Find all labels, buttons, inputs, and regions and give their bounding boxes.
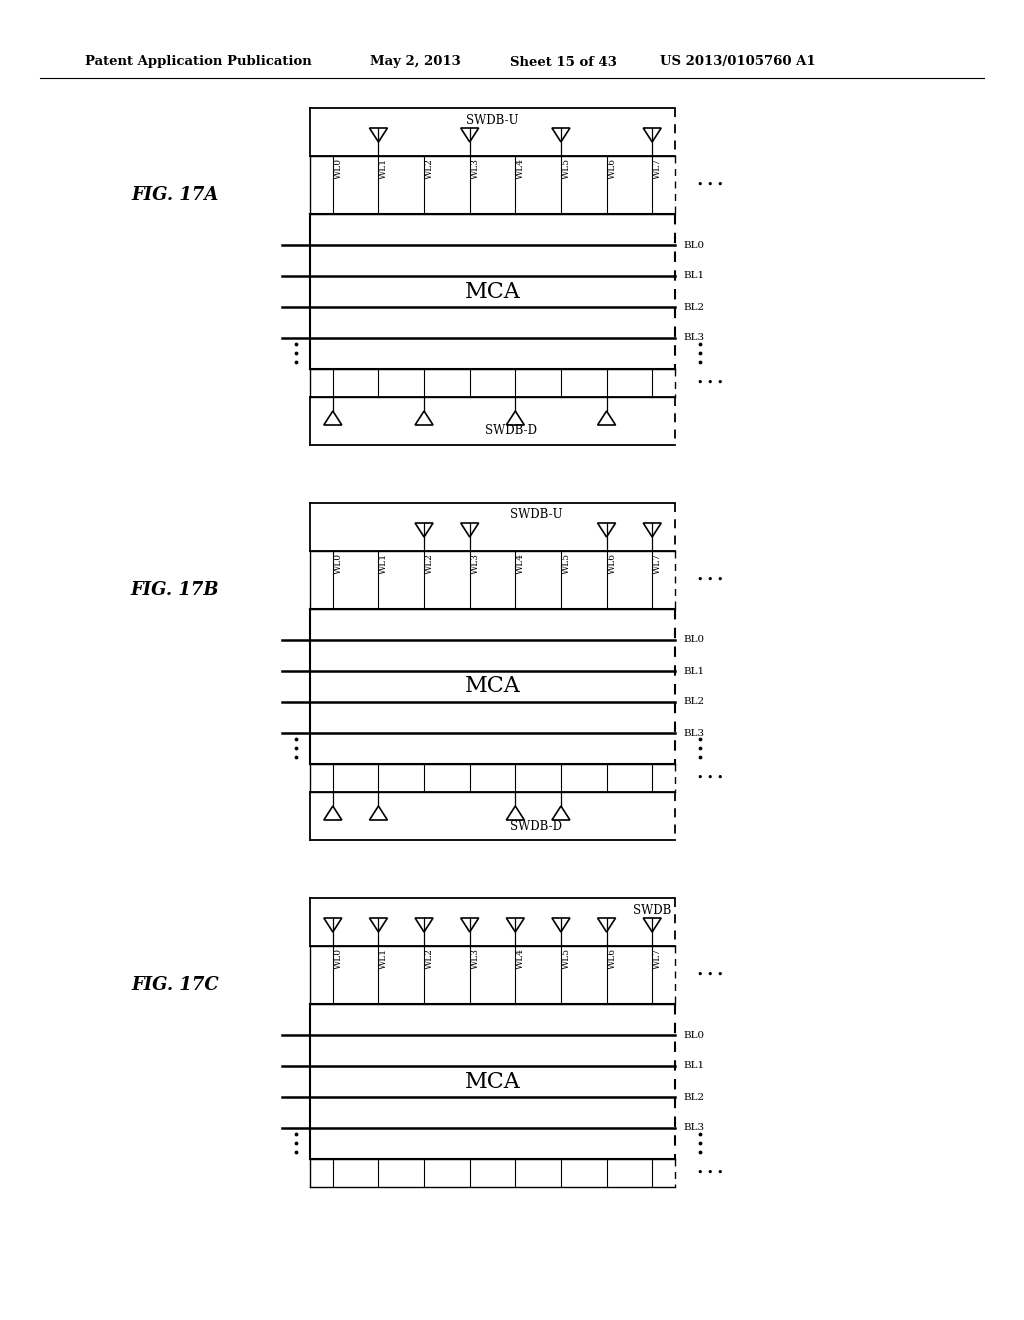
- Text: MCA: MCA: [465, 281, 520, 302]
- Text: US 2013/0105760 A1: US 2013/0105760 A1: [660, 55, 816, 69]
- Text: • • •: • • •: [696, 576, 723, 585]
- Text: MCA: MCA: [465, 1071, 520, 1093]
- Text: FIG. 17C: FIG. 17C: [131, 975, 219, 994]
- Text: WL6: WL6: [607, 158, 616, 180]
- Text: WL1: WL1: [380, 948, 388, 969]
- Text: WL6: WL6: [607, 948, 616, 969]
- Text: WL3: WL3: [471, 553, 479, 574]
- Text: BL1: BL1: [683, 1061, 705, 1071]
- Text: WL3: WL3: [471, 948, 479, 969]
- Text: BL3: BL3: [683, 334, 705, 342]
- Text: WL5: WL5: [562, 553, 571, 574]
- Text: WL2: WL2: [425, 553, 434, 574]
- Text: BL2: BL2: [683, 302, 705, 312]
- Text: SWDB-D: SWDB-D: [510, 820, 562, 833]
- Text: • • •: • • •: [696, 970, 723, 979]
- Text: WL4: WL4: [516, 553, 525, 574]
- Text: FIG. 17A: FIG. 17A: [131, 186, 219, 205]
- Text: BL2: BL2: [683, 697, 705, 706]
- Text: May 2, 2013: May 2, 2013: [370, 55, 461, 69]
- Text: WL1: WL1: [380, 553, 388, 574]
- Text: • • •: • • •: [696, 774, 723, 783]
- Text: • • •: • • •: [696, 378, 723, 388]
- Text: FIG. 17B: FIG. 17B: [131, 581, 219, 599]
- Text: SWDB: SWDB: [633, 903, 671, 916]
- Text: WL6: WL6: [607, 553, 616, 574]
- Text: WL7: WL7: [653, 158, 663, 180]
- Text: WL1: WL1: [380, 158, 388, 180]
- Text: BL0: BL0: [683, 240, 705, 249]
- Text: WL5: WL5: [562, 948, 571, 969]
- Text: BL2: BL2: [683, 1093, 705, 1101]
- Text: BL3: BL3: [683, 1123, 705, 1133]
- Text: SWDB-D: SWDB-D: [484, 425, 537, 437]
- Text: WL5: WL5: [562, 158, 571, 180]
- Text: SWDB-U: SWDB-U: [510, 508, 562, 521]
- Text: WL4: WL4: [516, 158, 525, 180]
- Text: Sheet 15 of 43: Sheet 15 of 43: [510, 55, 616, 69]
- Text: WL4: WL4: [516, 948, 525, 969]
- Text: Patent Application Publication: Patent Application Publication: [85, 55, 311, 69]
- Text: WL2: WL2: [425, 158, 434, 180]
- Text: WL3: WL3: [471, 158, 479, 180]
- Text: BL3: BL3: [683, 729, 705, 738]
- Text: WL0: WL0: [334, 553, 343, 574]
- Text: WL2: WL2: [425, 948, 434, 969]
- Text: SWDB-U: SWDB-U: [466, 114, 519, 127]
- Text: MCA: MCA: [465, 676, 520, 697]
- Text: • • •: • • •: [696, 1168, 723, 1177]
- Text: WL7: WL7: [653, 948, 663, 969]
- Text: BL1: BL1: [683, 272, 705, 281]
- Text: BL0: BL0: [683, 635, 705, 644]
- Text: WL7: WL7: [653, 553, 663, 574]
- Text: • • •: • • •: [696, 180, 723, 190]
- Text: BL1: BL1: [683, 667, 705, 676]
- Text: WL0: WL0: [334, 948, 343, 969]
- Text: WL0: WL0: [334, 158, 343, 180]
- Text: BL0: BL0: [683, 1031, 705, 1040]
